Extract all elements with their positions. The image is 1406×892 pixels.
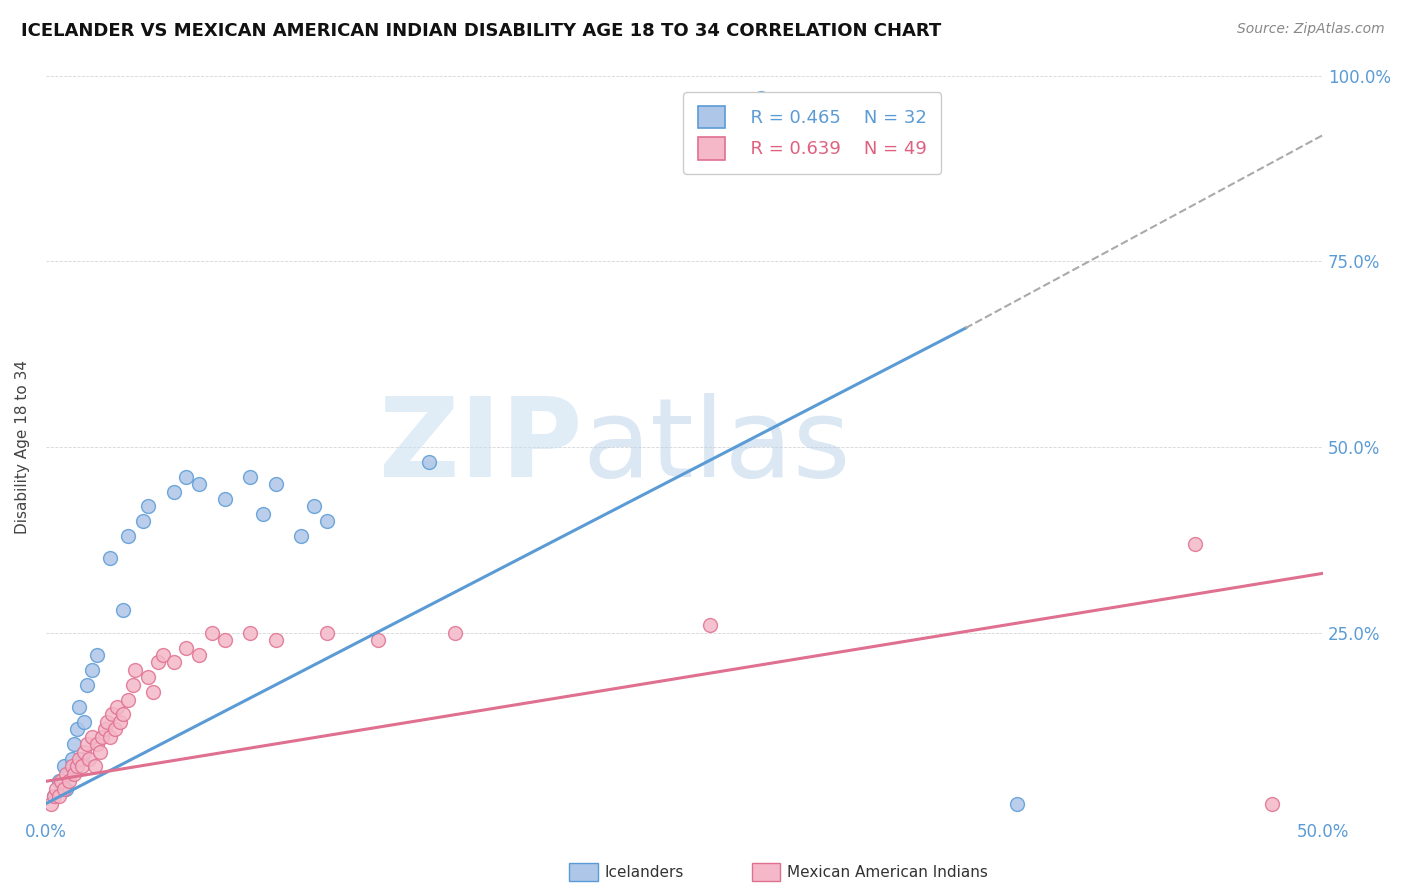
Point: [163, 656, 186, 670]
Point: [443, 625, 465, 640]
Point: [239, 469, 262, 483]
Point: [76, 737, 98, 751]
Point: [63, 767, 86, 781]
Point: [52, 759, 75, 773]
Point: [67, 752, 90, 766]
Text: ICELANDER VS MEXICAN AMERICAN INDIAN DISABILITY AGE 18 TO 34 CORRELATION CHART: ICELANDER VS MEXICAN AMERICAN INDIAN DIS…: [21, 22, 942, 40]
Point: [148, 656, 170, 670]
Point: [201, 625, 224, 640]
Y-axis label: Disability Age 18 to 34: Disability Age 18 to 34: [15, 360, 30, 534]
Point: [39, 797, 62, 811]
Point: [42, 789, 65, 804]
Point: [111, 707, 134, 722]
Point: [302, 500, 325, 514]
Point: [83, 759, 105, 773]
Point: [58, 774, 80, 789]
Point: [60, 759, 83, 773]
Legend:   R = 0.465    N = 32,   R = 0.639    N = 49: R = 0.465 N = 32, R = 0.639 N = 49: [683, 92, 942, 174]
Point: [51, 774, 73, 789]
Point: [98, 730, 121, 744]
Point: [1261, 797, 1284, 811]
Point: [73, 714, 96, 729]
Text: ZIP: ZIP: [380, 393, 582, 500]
Point: [63, 737, 86, 751]
Point: [316, 625, 339, 640]
Point: [699, 618, 721, 632]
Point: [93, 723, 115, 737]
Point: [48, 774, 70, 789]
Point: [117, 529, 139, 543]
Point: [98, 551, 121, 566]
Point: [142, 685, 165, 699]
Point: [55, 781, 77, 796]
Point: [65, 723, 87, 737]
Point: [58, 767, 80, 781]
Point: [176, 640, 198, 655]
Point: [111, 603, 134, 617]
Point: [418, 455, 440, 469]
Point: [124, 663, 146, 677]
Point: [117, 692, 139, 706]
Point: [152, 648, 174, 662]
Text: atlas: atlas: [582, 393, 851, 500]
Point: [136, 670, 159, 684]
Point: [52, 781, 75, 796]
Point: [239, 625, 262, 640]
Point: [367, 633, 389, 648]
Point: [121, 678, 143, 692]
Point: [264, 633, 287, 648]
Point: [80, 730, 103, 744]
Point: [86, 737, 108, 751]
Point: [89, 745, 111, 759]
Point: [1005, 797, 1028, 811]
Point: [132, 514, 155, 528]
Point: [73, 745, 96, 759]
Point: [45, 781, 67, 796]
Point: [163, 484, 186, 499]
Point: [79, 752, 101, 766]
Point: [96, 714, 118, 729]
Point: [60, 752, 83, 766]
Point: [290, 529, 312, 543]
Point: [107, 700, 129, 714]
Point: [70, 759, 93, 773]
Point: [1184, 536, 1206, 550]
Point: [136, 500, 159, 514]
Point: [55, 767, 77, 781]
Point: [749, 91, 772, 105]
Point: [104, 723, 127, 737]
Text: Source: ZipAtlas.com: Source: ZipAtlas.com: [1237, 22, 1385, 37]
Point: [316, 514, 339, 528]
Point: [252, 507, 274, 521]
Point: [108, 714, 131, 729]
Point: [86, 648, 108, 662]
Point: [264, 477, 287, 491]
Point: [91, 730, 114, 744]
Point: [188, 648, 211, 662]
Point: [67, 700, 90, 714]
Text: Mexican American Indians: Mexican American Indians: [787, 865, 988, 880]
Point: [48, 789, 70, 804]
Point: [70, 752, 93, 766]
Point: [80, 663, 103, 677]
Point: [176, 469, 198, 483]
Point: [214, 633, 236, 648]
Point: [214, 491, 236, 506]
Point: [65, 759, 87, 773]
Text: Icelanders: Icelanders: [605, 865, 683, 880]
Point: [188, 477, 211, 491]
Point: [76, 678, 98, 692]
Point: [101, 707, 124, 722]
Point: [42, 789, 65, 804]
